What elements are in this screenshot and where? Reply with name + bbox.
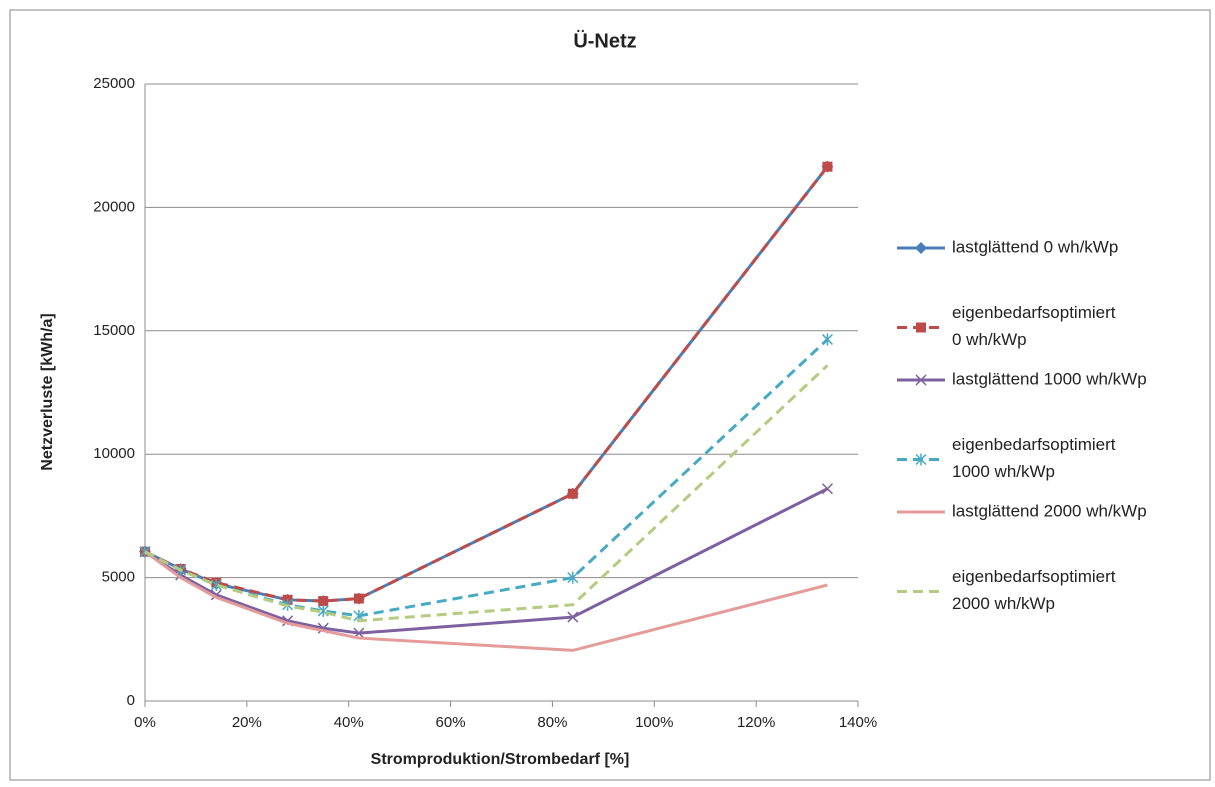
legend-line: eigenbedarfsoptimiert bbox=[952, 435, 1116, 454]
y-axis-label: Netzverluste [kWh/a] bbox=[39, 313, 56, 470]
x-tick-label: 40% bbox=[334, 714, 364, 731]
y-tick-label: 0 bbox=[127, 692, 135, 709]
x-tick-label: 80% bbox=[537, 714, 567, 731]
chart-border bbox=[9, 9, 1211, 781]
marker bbox=[821, 333, 833, 346]
marker bbox=[822, 161, 833, 172]
x-tick-label: 100% bbox=[635, 714, 673, 731]
legend-line: 2000 wh/kWp bbox=[952, 594, 1055, 613]
legend-line: 1000 wh/kWp bbox=[952, 462, 1055, 481]
y-tick-label: 15000 bbox=[93, 322, 135, 339]
series-line bbox=[144, 364, 829, 623]
legend-line: 0 wh/kWp bbox=[952, 330, 1027, 349]
series-line bbox=[144, 550, 828, 652]
y-tick-label: 20000 bbox=[93, 198, 135, 215]
y-tick-label: 5000 bbox=[102, 569, 135, 586]
marker bbox=[210, 579, 222, 592]
x-tick-label: 0% bbox=[134, 714, 156, 731]
legend-label: eigenbedarfsoptimiert 1000 wh/kWp bbox=[952, 435, 1116, 481]
marker bbox=[567, 488, 578, 499]
marker bbox=[567, 571, 579, 584]
marker bbox=[353, 593, 364, 604]
legend-label: eigenbedarfsoptimiert 2000 wh/kWp bbox=[952, 567, 1116, 613]
series-line bbox=[144, 487, 829, 635]
marker bbox=[567, 611, 579, 623]
y-tick-label: 25000 bbox=[93, 75, 135, 92]
legend-label: lastglättend 0 wh/kWp bbox=[952, 237, 1118, 256]
marker bbox=[821, 483, 833, 495]
legend-marker bbox=[915, 242, 927, 254]
y-tick-label: 10000 bbox=[93, 445, 135, 462]
legend-marker bbox=[915, 453, 927, 466]
marker bbox=[318, 596, 329, 607]
x-tick-label: 60% bbox=[436, 714, 466, 731]
legend-marker bbox=[916, 322, 926, 333]
legend-line: eigenbedarfsoptimiert bbox=[952, 303, 1116, 322]
chart-title: Ü-Netz bbox=[573, 29, 636, 52]
x-tick-label: 20% bbox=[232, 714, 262, 731]
legend-label: eigenbedarfsoptimiert 0 wh/kWp bbox=[952, 303, 1116, 349]
series-line bbox=[144, 338, 829, 618]
x-tick-label: 120% bbox=[737, 714, 775, 731]
legend-label: lastglättend 2000 wh/kWp bbox=[952, 501, 1147, 520]
x-tick-label: 140% bbox=[839, 714, 877, 731]
x-axis-label: Stromproduktion/Strombedarf [%] bbox=[371, 751, 630, 768]
legend-label: lastglättend 1000 wh/kWp bbox=[952, 369, 1147, 388]
legend-marker bbox=[915, 374, 927, 386]
series-line bbox=[144, 165, 829, 603]
legend-line: eigenbedarfsoptimiert bbox=[952, 567, 1116, 586]
